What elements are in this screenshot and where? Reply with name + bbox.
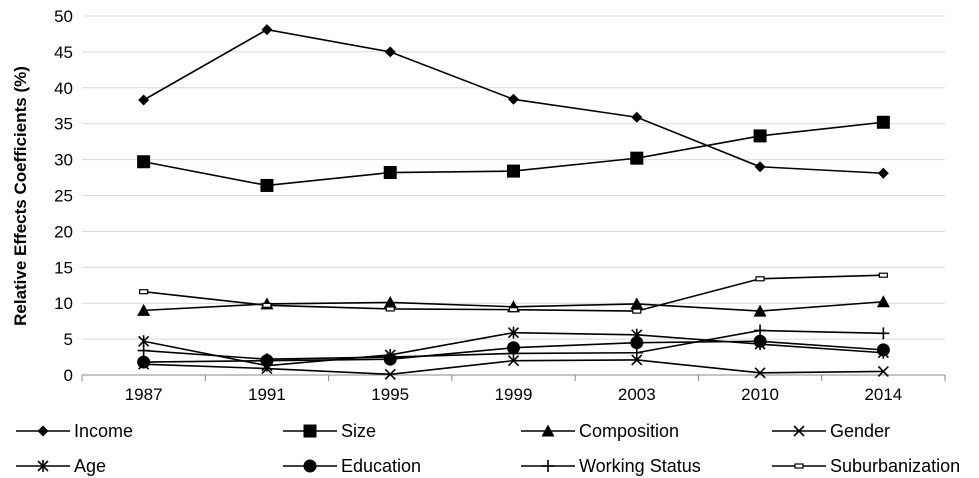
data-point-working-status — [260, 353, 273, 366]
series-size — [137, 115, 890, 192]
data-point-size — [753, 129, 767, 143]
legend-label: Working Status — [579, 456, 701, 476]
legend-item-income: Income — [16, 421, 133, 441]
data-point-size — [383, 166, 397, 180]
data-point-size — [630, 151, 644, 165]
data-point-working-status — [507, 347, 520, 360]
data-point-working-status — [384, 351, 397, 364]
x-tick-label: 1991 — [248, 385, 286, 404]
y-axis-ticks: 0 5 10 15 20 25 30 35 40 45 50 — [54, 7, 73, 385]
y-tick-label: 5 — [64, 330, 73, 349]
data-point-working-status — [877, 327, 890, 340]
legend: Income Size Composition Gender Age Education W… — [16, 421, 960, 476]
legend-label: Age — [74, 456, 106, 476]
data-point-composition — [137, 303, 151, 316]
legend-label: Composition — [579, 421, 679, 441]
x-tick-label: 1995 — [371, 385, 409, 404]
data-point-income — [631, 111, 643, 123]
legend-marker-size — [303, 424, 317, 438]
data-point-composition — [630, 297, 644, 310]
legend-item-working-status: Working Status — [521, 456, 701, 476]
legend-marker-education — [303, 459, 317, 473]
data-point-gender — [877, 365, 889, 377]
data-point-suburbanization — [139, 289, 149, 295]
y-tick-label: 25 — [54, 187, 73, 206]
series-composition — [137, 295, 890, 317]
data-point-composition — [383, 295, 397, 308]
series-line-gender — [143, 359, 884, 376]
data-point-income — [261, 24, 273, 36]
data-point-education — [876, 343, 890, 357]
legend-marker-working-status — [542, 460, 554, 472]
legend-item-suburbanization: Suburbanization — [772, 456, 960, 476]
legend-marker-age — [37, 460, 49, 472]
y-tick-label: 30 — [54, 151, 73, 170]
legend-item-education: Education — [283, 456, 421, 476]
legend-label: Size — [341, 421, 376, 441]
series-working-status — [137, 324, 890, 366]
data-point-education — [753, 334, 767, 348]
legend-label: Suburbanization — [830, 456, 960, 476]
data-point-size — [260, 178, 274, 192]
x-tick-label: 1987 — [125, 385, 163, 404]
legend-label: Education — [341, 456, 421, 476]
data-point-composition — [876, 295, 890, 308]
data-point-suburbanization — [385, 306, 395, 312]
data-point-gender — [384, 368, 396, 380]
y-tick-label: 0 — [64, 366, 73, 385]
data-point-suburbanization — [262, 302, 272, 308]
legend-marker-suburbanization — [794, 463, 804, 469]
y-tick-label: 10 — [54, 294, 73, 313]
data-point-size — [137, 155, 151, 169]
data-point-income — [754, 161, 766, 173]
gridlines — [82, 15, 945, 376]
x-tick-label: 2010 — [741, 385, 779, 404]
data-point-size — [876, 115, 890, 129]
legend-marker-income — [37, 425, 49, 437]
data-point-gender — [631, 354, 643, 366]
data-point-gender — [754, 367, 766, 379]
data-point-suburbanization — [878, 272, 888, 278]
series-income — [138, 24, 889, 179]
y-tick-label: 15 — [54, 258, 73, 277]
data-point-working-status — [630, 346, 643, 359]
legend-item-size: Size — [283, 421, 376, 441]
legend-item-age: Age — [16, 456, 106, 476]
data-point-gender — [507, 355, 520, 367]
data-point-education — [630, 336, 644, 350]
legend-marker-composition — [541, 424, 555, 437]
y-axis-label: Relative Effects Coefficients (%) — [11, 66, 30, 326]
legend-item-composition: Composition — [521, 421, 679, 441]
data-point-education — [137, 355, 151, 369]
x-tick-label: 2014 — [864, 385, 902, 404]
data-point-suburbanization — [508, 307, 519, 313]
series-suburbanization — [139, 272, 888, 314]
legend-item-gender: Gender — [772, 421, 890, 441]
y-tick-label: 20 — [54, 222, 73, 241]
y-tick-label: 50 — [54, 7, 73, 26]
y-tick-label: 45 — [54, 43, 73, 62]
x-axis-ticks: 1987 1991 1995 1999 2003 2010 2014 — [81, 375, 946, 404]
x-tick-label: 2003 — [618, 385, 656, 404]
data-point-income — [384, 46, 396, 58]
data-point-size — [507, 164, 520, 178]
legend-label: Gender — [830, 421, 890, 441]
data-point-income — [508, 93, 519, 105]
series-lines — [137, 24, 890, 380]
data-point-suburbanization — [632, 308, 642, 314]
data-point-age — [507, 326, 520, 339]
y-tick-label: 35 — [54, 115, 73, 134]
data-point-working-status — [137, 344, 150, 357]
x-tick-label: 1999 — [495, 385, 533, 404]
legend-marker-gender — [793, 425, 805, 437]
data-point-working-status — [754, 324, 767, 337]
data-point-suburbanization — [755, 276, 765, 282]
data-point-income — [138, 94, 150, 106]
data-point-income — [877, 167, 889, 179]
y-tick-label: 40 — [54, 79, 73, 98]
legend-label: Income — [74, 421, 133, 441]
data-point-composition — [753, 304, 767, 317]
